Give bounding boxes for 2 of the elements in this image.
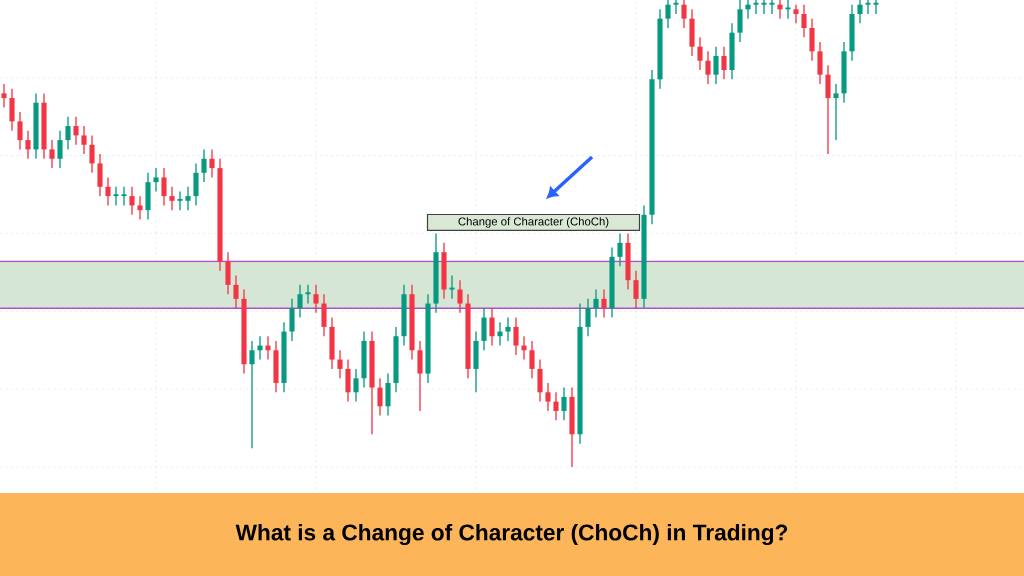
text: What is a Change of Character (ChoCh) in Trading? [235,523,788,546]
annotation: Change of Character (ChoCh) [458,217,609,228]
